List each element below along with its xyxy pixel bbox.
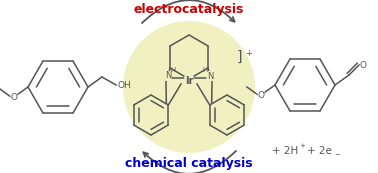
Text: O: O (360, 61, 367, 70)
FancyArrowPatch shape (142, 0, 235, 23)
Text: OH: OH (117, 80, 131, 89)
Text: chemical catalysis: chemical catalysis (125, 157, 253, 170)
Text: Ir: Ir (185, 76, 193, 86)
Text: N: N (207, 71, 213, 80)
Text: +: + (299, 143, 305, 149)
Text: + 2e: + 2e (307, 146, 332, 156)
Circle shape (123, 21, 255, 153)
Text: + 2H: + 2H (272, 146, 298, 156)
Text: N: N (165, 71, 171, 80)
Text: electrocatalysis: electrocatalysis (134, 3, 244, 16)
Text: O: O (257, 90, 265, 99)
Text: −: − (334, 152, 340, 158)
Text: H: H (170, 67, 175, 73)
FancyArrowPatch shape (143, 151, 236, 173)
Text: O: O (11, 93, 17, 102)
Text: +: + (245, 49, 252, 58)
Text: ]: ] (237, 50, 243, 64)
Text: H: H (203, 67, 208, 73)
